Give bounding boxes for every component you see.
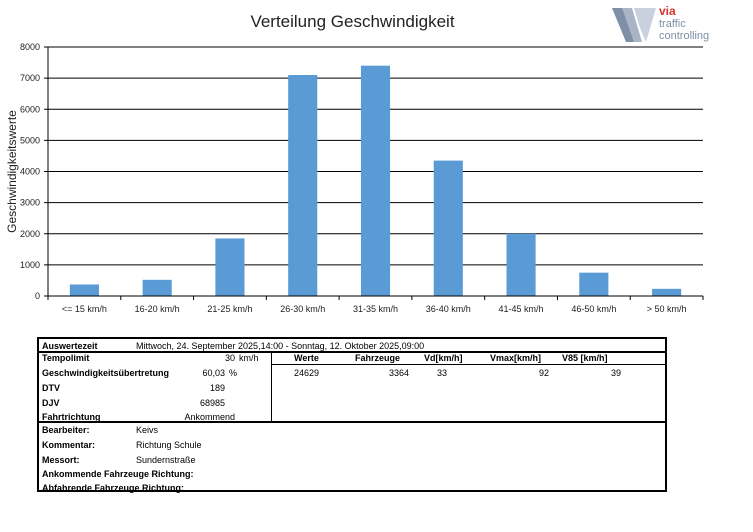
logo-text-controlling: controlling xyxy=(659,30,710,42)
dtv-value: 189 xyxy=(209,383,225,393)
x-tick-label: 21-25 km/h xyxy=(207,304,252,314)
y-tick-label: 6000 xyxy=(20,104,40,114)
x-tick-label: 26-30 km/h xyxy=(280,304,325,314)
x-tick-label: 16-20 km/h xyxy=(135,304,180,314)
bar-3 xyxy=(288,75,318,296)
fahrtrichtung-value: Ankommend xyxy=(184,412,235,422)
x-tick-label: 41-45 km/h xyxy=(499,304,544,314)
stats-header-vd: Vd[km/h] xyxy=(424,353,463,363)
bar-chart: 0 1000 2000 3000 4000 5000 6000 7000 8000 <= 15 k… xyxy=(5,42,704,314)
abfahrende-richtung-label: Abfahrende Fahrzeuge Richtung: xyxy=(42,483,185,493)
tempolimit-unit: km/h xyxy=(239,353,259,363)
y-tick-label: 0 xyxy=(35,291,40,301)
bar-4 xyxy=(360,65,391,296)
stats-value-vd: 33 xyxy=(437,368,448,378)
stats-header-werte: Werte xyxy=(294,353,319,363)
djv-label: DJV xyxy=(42,398,60,408)
x-tick-label: > 50 km/h xyxy=(647,304,687,314)
logo-text-via: via xyxy=(659,4,676,18)
x-tick-label: <= 15 km/h xyxy=(62,304,107,314)
y-axis-label: Geschwindigkeitswerte xyxy=(5,110,19,233)
kommentar-value: Richtung Schule xyxy=(136,440,202,450)
tempolimit-label: Tempolimit xyxy=(42,353,90,363)
uebertretung-unit: % xyxy=(229,368,238,378)
y-tick-label: 8000 xyxy=(20,42,40,52)
stats-header-vmax: Vmax[km/h] xyxy=(490,353,542,363)
logo-mark-icon xyxy=(612,8,656,42)
auswertezeit-label: Auswertezeit xyxy=(42,341,98,351)
dtv-label: DTV xyxy=(42,383,60,393)
stats-value-fahrzeuge: 3364 xyxy=(388,368,409,378)
stats-value-vmax: 92 xyxy=(538,368,549,378)
ankommende-richtung-label: Ankommende Fahrzeuge Richtung: xyxy=(42,469,194,479)
bar-2 xyxy=(215,238,245,296)
djv-value: 68985 xyxy=(199,398,225,408)
stats-header-fahrzeuge: Fahrzeuge xyxy=(355,353,401,363)
x-tick-label: 46-50 km/h xyxy=(571,304,616,314)
bearbeiter-value: Keivs xyxy=(136,425,159,435)
messort-value: Sundernstraße xyxy=(136,455,196,465)
y-tick-label: 7000 xyxy=(20,73,40,83)
company-logo: via traffic controlling xyxy=(612,4,732,46)
y-tick-label: 2000 xyxy=(20,229,40,239)
x-tick-label: 31-35 km/h xyxy=(353,304,398,314)
info-table: Auswertezeit Mittwoch, 24. September 202… xyxy=(37,337,667,493)
stats-value-werte: 24629 xyxy=(294,368,320,378)
y-tick-label: 4000 xyxy=(20,167,40,177)
bar-6 xyxy=(506,233,536,296)
bar-5 xyxy=(433,160,463,296)
axes xyxy=(44,46,704,300)
bars xyxy=(69,65,682,296)
bar-8 xyxy=(652,288,682,296)
bar-7 xyxy=(579,272,609,296)
chart-title: Verteilung Geschwindigkeit xyxy=(250,12,455,31)
x-tick-label: 36-40 km/h xyxy=(426,304,471,314)
y-tick-label: 5000 xyxy=(20,135,40,145)
messort-label: Messort: xyxy=(42,455,80,465)
bar-1 xyxy=(142,279,172,296)
uebertretung-value: 60,03 xyxy=(202,368,225,378)
stats-header-v85: V85 [km/h] xyxy=(562,353,608,363)
stats-value-v85: 39 xyxy=(610,368,621,378)
uebertretung-label: Geschwindigkeitsübertretung xyxy=(42,368,170,378)
y-tick-label: 1000 xyxy=(20,260,40,270)
bearbeiter-label: Bearbeiter: xyxy=(42,425,90,435)
kommentar-label: Kommentar: xyxy=(42,440,96,450)
tempolimit-value: 30 xyxy=(224,353,235,363)
auswertezeit-value: Mittwoch, 24. September 2025,14:00 - Son… xyxy=(136,341,425,351)
fahrtrichtung-label: Fahrtrichtung xyxy=(42,412,101,422)
y-tick-label: 3000 xyxy=(20,198,40,208)
tick-labels: 0 1000 2000 3000 4000 5000 6000 7000 8000 <= 15 k… xyxy=(5,42,687,314)
bar-0 xyxy=(69,284,99,296)
logo-text-traffic: traffic xyxy=(659,18,686,30)
